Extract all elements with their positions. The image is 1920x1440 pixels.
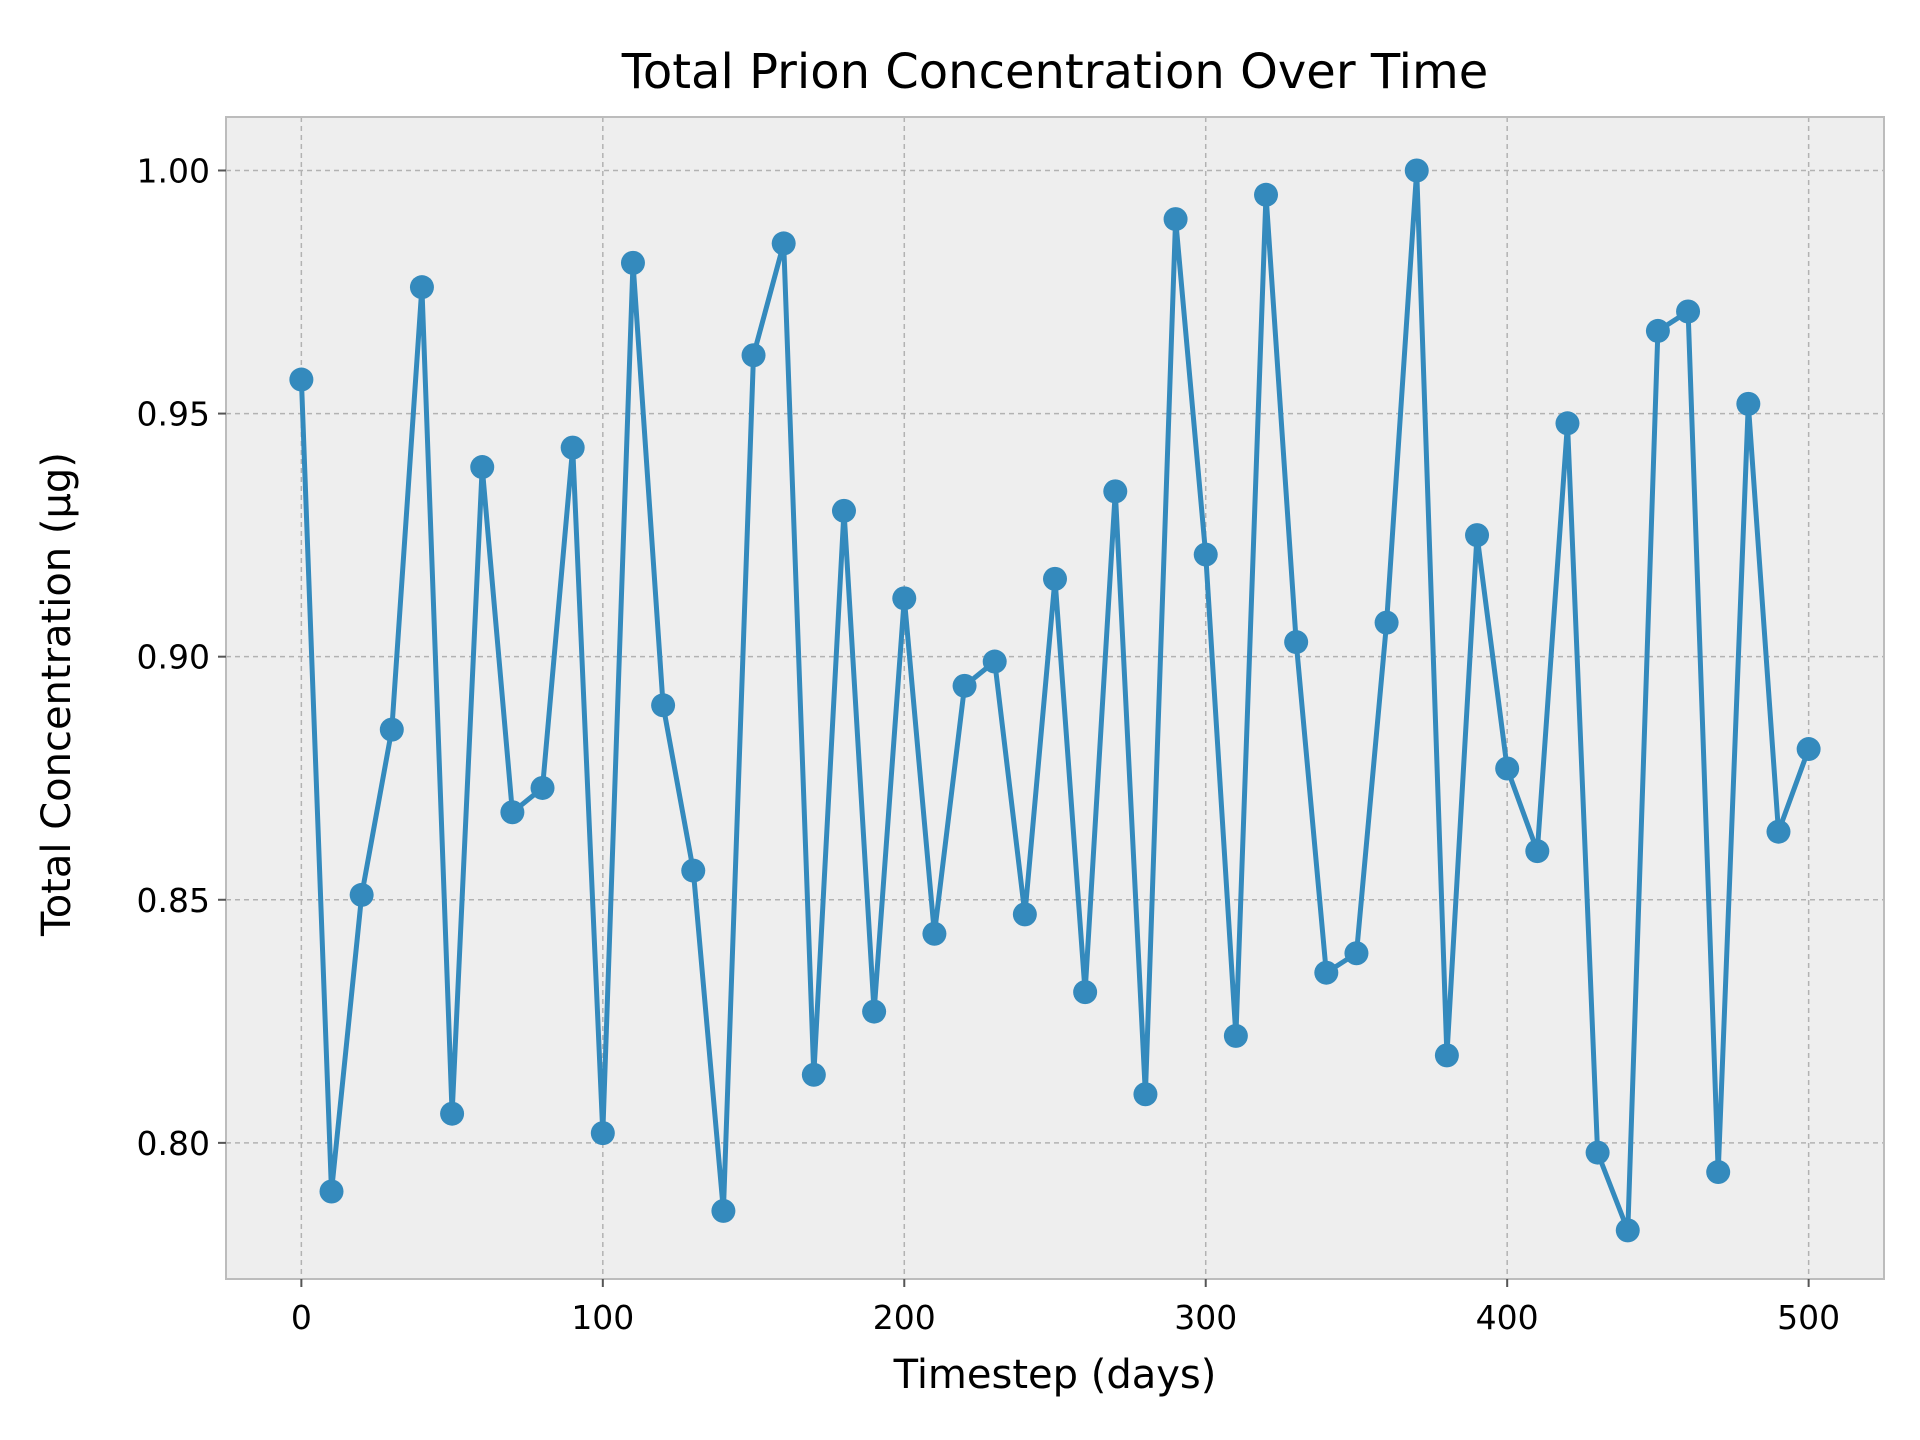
data-point [1043, 566, 1067, 591]
grid-lines [226, 117, 1884, 1279]
x-tick-label: 400 [1476, 1298, 1539, 1337]
x-axis-title: Timestep (days) [893, 1352, 1217, 1398]
y-axis-ticks: 0.80 0.85 0.90 0.95 1.00 [137, 151, 226, 1163]
data-point [681, 858, 706, 883]
data-point [1404, 158, 1429, 183]
data-point [1555, 411, 1580, 436]
data-point [862, 999, 887, 1024]
data-point [560, 435, 585, 460]
data-point [1284, 630, 1309, 655]
data-point [801, 1062, 826, 1087]
plot-area [226, 117, 1884, 1279]
y-tick-label: 0.95 [137, 395, 210, 434]
series-markers [289, 158, 1821, 1243]
data-point [1645, 318, 1670, 343]
data-point [1676, 299, 1701, 324]
data-point [952, 673, 977, 698]
data-point [1736, 391, 1761, 416]
y-tick-label: 0.85 [137, 881, 210, 920]
y-axis-title: Total Concentration (μg) [34, 452, 80, 937]
data-point [1585, 1140, 1610, 1165]
data-point [620, 250, 645, 275]
data-point [409, 275, 434, 300]
data-point [892, 586, 917, 611]
data-point [1434, 1043, 1459, 1068]
data-point [319, 1179, 344, 1204]
y-tick-label: 0.90 [137, 638, 210, 677]
data-point [1223, 1023, 1248, 1048]
data-point [1706, 1160, 1731, 1185]
data-point [530, 775, 555, 800]
data-point [1796, 737, 1821, 762]
data-point [1073, 980, 1098, 1005]
data-point [1314, 960, 1339, 985]
data-point [1374, 610, 1399, 635]
data-point [1465, 523, 1490, 548]
data-point [1012, 902, 1037, 927]
x-tick-label: 100 [571, 1298, 634, 1337]
data-point [1344, 941, 1369, 966]
data-point [1525, 839, 1550, 864]
data-point [470, 455, 495, 480]
data-point [500, 800, 525, 825]
data-point [1163, 207, 1188, 232]
x-tick-label: 500 [1777, 1298, 1840, 1337]
data-point [590, 1121, 615, 1146]
data-point [1133, 1082, 1158, 1107]
x-tick-label: 0 [291, 1298, 312, 1337]
data-point [711, 1198, 736, 1223]
data-point [982, 649, 1007, 674]
data-point [651, 693, 676, 718]
data-point [289, 367, 314, 392]
data-point [741, 343, 766, 368]
x-axis-ticks: 0 100 200 300 400 500 [291, 1279, 1840, 1337]
chart-title: Total Prion Concentration Over Time [621, 44, 1489, 100]
data-point [1254, 182, 1279, 207]
data-point [1103, 479, 1128, 504]
x-tick-label: 200 [873, 1298, 936, 1337]
data-point [831, 498, 856, 523]
data-point [1193, 542, 1218, 567]
y-tick-label: 0.80 [137, 1124, 210, 1163]
data-point [349, 882, 374, 907]
data-point [1615, 1218, 1640, 1243]
x-tick-label: 300 [1174, 1298, 1237, 1337]
data-point [1495, 756, 1520, 781]
data-point [440, 1101, 465, 1126]
data-point [1766, 819, 1791, 844]
y-tick-label: 1.00 [137, 151, 210, 190]
data-point [922, 921, 947, 946]
data-point [379, 717, 404, 742]
plot-frame [225, 116, 1885, 1280]
data-point [771, 231, 796, 256]
